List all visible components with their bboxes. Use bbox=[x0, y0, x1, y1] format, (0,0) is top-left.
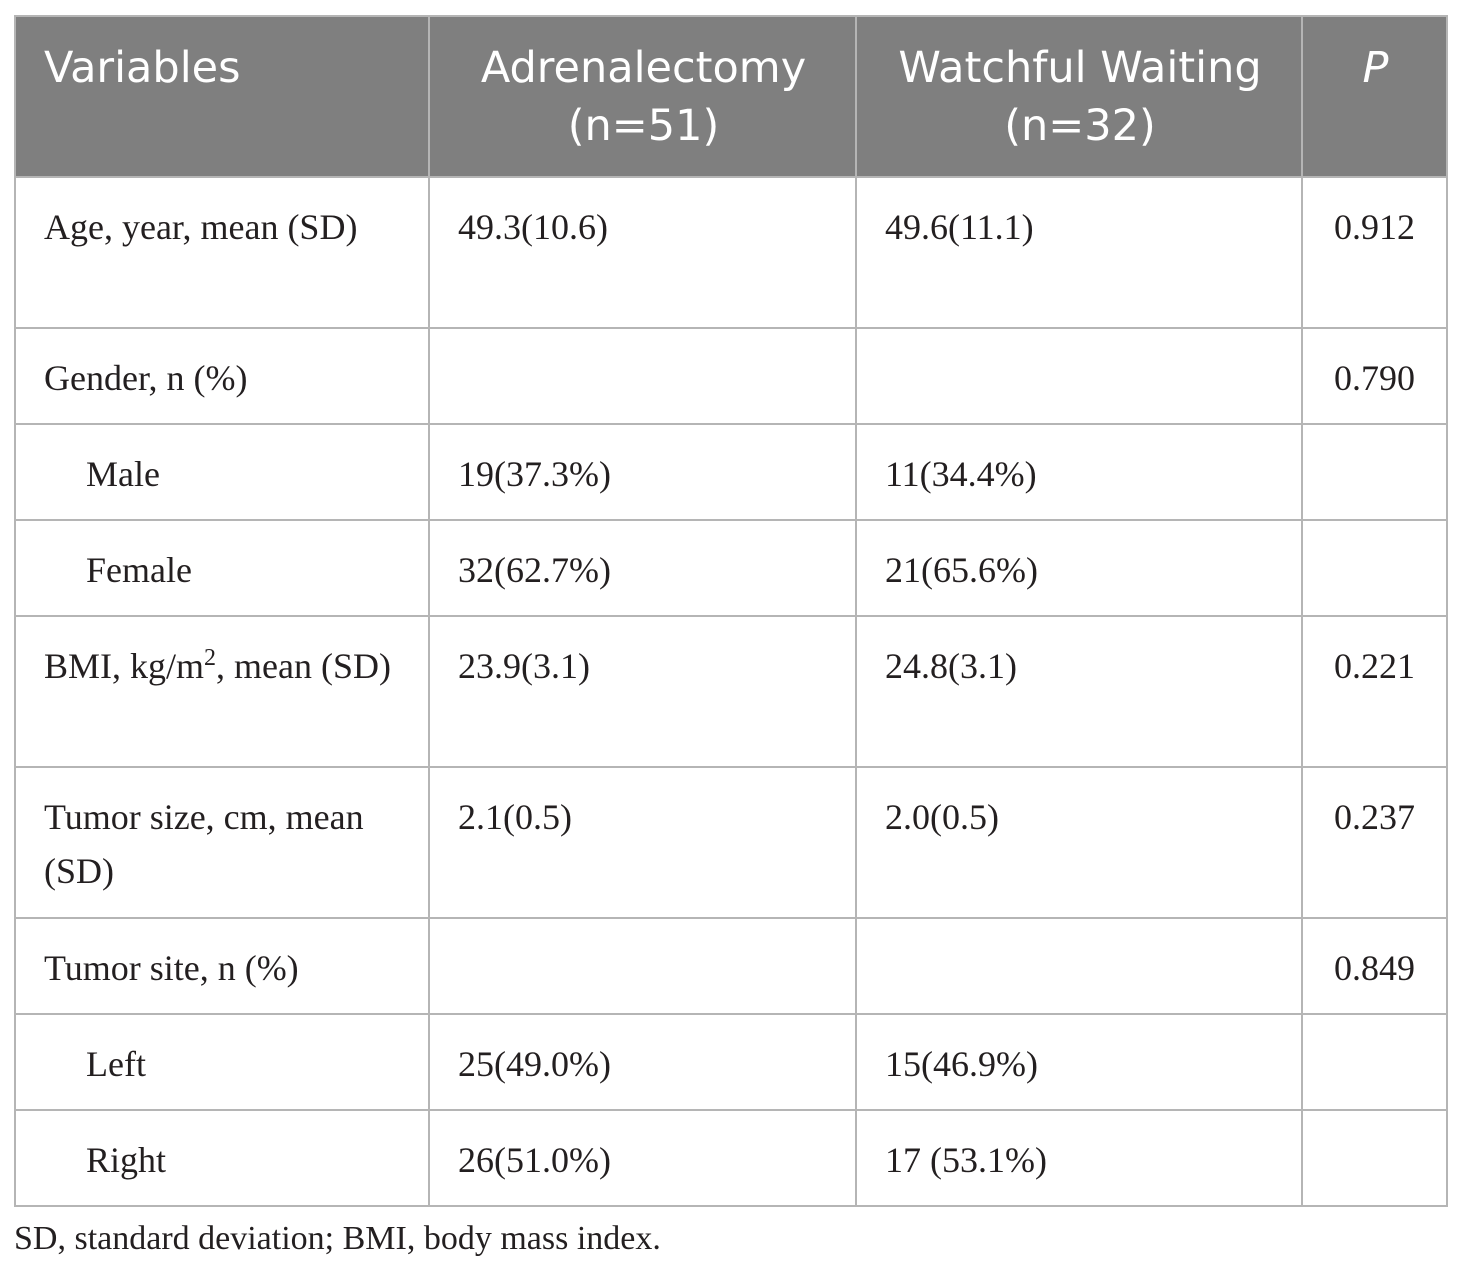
table-row-female: Female 32(62.7%) 21(65.6%) bbox=[14, 519, 1448, 617]
cell-male-watchful: 11(34.4%) bbox=[855, 423, 1303, 521]
cell-age-watchful: 49.6(11.1) bbox=[855, 176, 1303, 329]
table-row-gender: Gender, n (%) 0.790 bbox=[14, 327, 1448, 425]
table-row-right: Right 26(51.0%) 17 (53.1%) bbox=[14, 1109, 1448, 1207]
row-label-male: Male bbox=[14, 423, 430, 521]
bmi-label-superscript: 2 bbox=[204, 645, 217, 671]
row-label-female: Female bbox=[14, 519, 430, 617]
cell-left-adrenalectomy: 25(49.0%) bbox=[428, 1013, 857, 1111]
cell-tumor-site-p: 0.849 bbox=[1301, 917, 1448, 1015]
cell-female-p bbox=[1301, 519, 1448, 617]
header-adrenalectomy: Adrenalectomy (n=51) bbox=[428, 15, 857, 178]
row-label-left: Left bbox=[14, 1013, 430, 1111]
cell-female-adrenalectomy: 32(62.7%) bbox=[428, 519, 857, 617]
cell-gender-watchful bbox=[855, 327, 1303, 425]
header-watchful-n: (n=32) bbox=[1004, 101, 1156, 151]
row-label-right: Right bbox=[14, 1109, 430, 1207]
header-variables: Variables bbox=[14, 15, 430, 178]
cell-tumor-size-adrenalectomy: 2.1(0.5) bbox=[428, 766, 857, 919]
cell-tumor-site-adrenalectomy bbox=[428, 917, 857, 1015]
cell-gender-adrenalectomy bbox=[428, 327, 857, 425]
cell-right-p bbox=[1301, 1109, 1448, 1207]
cell-right-adrenalectomy: 26(51.0%) bbox=[428, 1109, 857, 1207]
row-label-tumor-site: Tumor site, n (%) bbox=[14, 917, 430, 1015]
cell-left-watchful: 15(46.9%) bbox=[855, 1013, 1303, 1111]
header-p-value: P bbox=[1301, 15, 1448, 178]
cell-female-watchful: 21(65.6%) bbox=[855, 519, 1303, 617]
bmi-label-suffix: , mean (SD) bbox=[216, 646, 391, 686]
row-label-gender: Gender, n (%) bbox=[14, 327, 430, 425]
table-row-left: Left 25(49.0%) 15(46.9%) bbox=[14, 1013, 1448, 1111]
header-adrenalectomy-title: Adrenalectomy bbox=[480, 43, 807, 93]
cell-bmi-adrenalectomy: 23.9(3.1) bbox=[428, 615, 857, 768]
bmi-label-prefix: BMI, kg/m bbox=[44, 646, 205, 686]
header-p-label: P bbox=[1362, 43, 1389, 93]
table-row-tumor-size: Tumor size, cm, mean (SD) 2.1(0.5) 2.0(0… bbox=[14, 766, 1448, 919]
row-label-bmi: BMI, kg/m2, mean (SD) bbox=[14, 615, 430, 768]
row-label-age: Age, year, mean (SD) bbox=[14, 176, 430, 329]
header-adrenalectomy-n: (n=51) bbox=[567, 101, 720, 151]
header-watchful-title: Watchful Waiting bbox=[898, 43, 1262, 93]
table-row-bmi: BMI, kg/m2, mean (SD) 23.9(3.1) 24.8(3.1… bbox=[14, 615, 1448, 768]
table-header-row: Variables Adrenalectomy (n=51) Watchful … bbox=[14, 15, 1448, 178]
cell-gender-p: 0.790 bbox=[1301, 327, 1448, 425]
cell-bmi-p: 0.221 bbox=[1301, 615, 1448, 768]
cell-right-watchful: 17 (53.1%) bbox=[855, 1109, 1303, 1207]
table-row-male: Male 19(37.3%) 11(34.4%) bbox=[14, 423, 1448, 521]
cell-left-p bbox=[1301, 1013, 1448, 1111]
baseline-characteristics-table-container: Variables Adrenalectomy (n=51) Watchful … bbox=[14, 15, 1448, 1207]
cell-bmi-watchful: 24.8(3.1) bbox=[855, 615, 1303, 768]
cell-age-p: 0.912 bbox=[1301, 176, 1448, 329]
table-footnote: SD, standard deviation; BMI, body mass i… bbox=[14, 1220, 661, 1257]
cell-tumor-size-p: 0.237 bbox=[1301, 766, 1448, 919]
header-watchful-waiting: Watchful Waiting (n=32) bbox=[855, 15, 1303, 178]
baseline-characteristics-table: Variables Adrenalectomy (n=51) Watchful … bbox=[14, 15, 1448, 1207]
table-row-age: Age, year, mean (SD) 49.3(10.6) 49.6(11.… bbox=[14, 176, 1448, 329]
row-label-tumor-size: Tumor size, cm, mean (SD) bbox=[14, 766, 430, 919]
cell-male-adrenalectomy: 19(37.3%) bbox=[428, 423, 857, 521]
cell-age-adrenalectomy: 49.3(10.6) bbox=[428, 176, 857, 329]
cell-tumor-size-watchful: 2.0(0.5) bbox=[855, 766, 1303, 919]
cell-male-p bbox=[1301, 423, 1448, 521]
cell-tumor-site-watchful bbox=[855, 917, 1303, 1015]
table-row-tumor-site: Tumor site, n (%) 0.849 bbox=[14, 917, 1448, 1015]
